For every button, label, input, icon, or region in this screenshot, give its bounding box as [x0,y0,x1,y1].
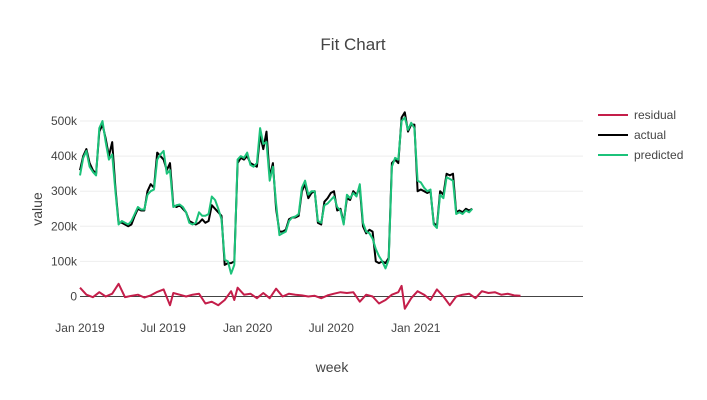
y-tick-label: 0 [70,289,77,303]
legend-label-residual: residual [634,108,676,122]
series-line-residual [79,282,521,310]
x-tick-labels: Jan 2019 Jul 2019 Jan 2020 Jul 2020 Jan 2021 [55,321,440,335]
legend-label-predicted: predicted [634,148,683,162]
x-tick-label: Jan 2020 [223,321,273,335]
legend-label-actual: actual [634,128,666,142]
y-tick-label: 300k [51,184,78,198]
y-tick-labels: 0 100k 200k 300k 400k 500k [51,114,78,303]
x-tick-label: Jul 2019 [140,321,186,335]
series-lines [79,111,521,310]
x-axis-title: week [315,359,350,375]
y-tick-label: 200k [51,219,78,233]
chart-title: Fit Chart [320,35,385,54]
y-tick-label: 100k [51,254,78,268]
y-axis-title: value [29,192,45,226]
y-tick-label: 500k [51,114,78,128]
x-tick-label: Jan 2021 [391,321,441,335]
y-tick-label: 400k [51,149,78,163]
x-tick-label: Jan 2019 [55,321,105,335]
x-tick-label: Jul 2020 [309,321,355,335]
series-line-predicted [79,116,474,275]
legend: residual actual predicted [598,108,683,162]
